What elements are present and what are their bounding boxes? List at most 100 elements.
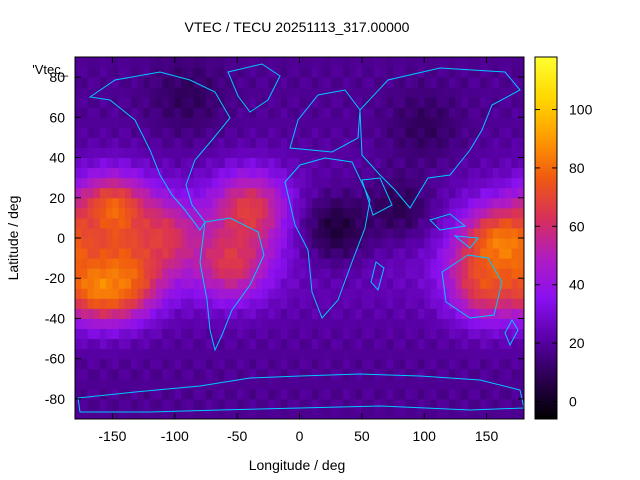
heatmap-cell [430, 187, 438, 199]
heatmap-cell [243, 378, 251, 390]
heatmap-cell [293, 117, 300, 128]
heatmap-cell [368, 87, 375, 98]
heatmap-cell [81, 207, 88, 219]
heatmap-cell [511, 408, 519, 420]
heatmap-cell [287, 167, 294, 179]
heatmap-cell [474, 197, 481, 209]
heatmap-cell [293, 348, 300, 360]
heatmap-cell [467, 268, 475, 279]
heatmap-cell [311, 117, 319, 128]
heatmap-cell [299, 197, 307, 209]
heatmap-cell [181, 157, 188, 169]
heatmap-cell [467, 157, 475, 169]
heatmap-cell [411, 278, 419, 289]
heatmap-cell [417, 87, 425, 98]
heatmap-cell [386, 288, 394, 299]
heatmap-cell [361, 227, 369, 239]
heatmap-cell [368, 187, 375, 199]
heatmap-cell [168, 137, 176, 148]
heatmap-cell [112, 268, 120, 279]
heatmap-cell [442, 167, 450, 179]
heatmap-cell [436, 167, 444, 179]
heatmap-cell [187, 207, 194, 219]
heatmap-cell [243, 308, 251, 319]
heatmap-cell [218, 127, 226, 138]
heatmap-cell [99, 207, 107, 219]
heatmap-cell [268, 318, 276, 329]
heatmap-cell [499, 197, 506, 209]
heatmap-cell [193, 167, 201, 179]
heatmap-cell [268, 328, 276, 340]
heatmap-cell [149, 268, 157, 279]
heatmap-cell [486, 177, 494, 189]
heatmap-cell [224, 388, 232, 400]
heatmap-cell [87, 398, 95, 410]
heatmap-cell [168, 57, 176, 68]
heatmap-cell [149, 308, 157, 319]
heatmap-cell [262, 378, 269, 390]
heatmap-cell [224, 308, 232, 319]
heatmap-cell [162, 87, 170, 98]
heatmap-cell [393, 227, 400, 239]
heatmap-cell [474, 338, 481, 350]
heatmap-cell [330, 368, 338, 380]
heatmap-cell [162, 258, 170, 269]
heatmap-cell [374, 288, 382, 299]
heatmap-cell [430, 278, 438, 289]
heatmap-cell [262, 298, 269, 309]
heatmap-cell [430, 238, 438, 249]
heatmap-cell [193, 107, 201, 118]
heatmap-cell [212, 368, 219, 380]
heatmap-cell [480, 77, 488, 88]
heatmap-cell [336, 308, 344, 319]
heatmap-cell [274, 67, 282, 78]
heatmap-cell [455, 217, 463, 229]
heatmap-cell [318, 187, 325, 199]
heatmap-cell [112, 167, 120, 179]
heatmap-cell [361, 187, 369, 199]
heatmap-cell [380, 308, 388, 319]
heatmap-cell [424, 358, 431, 370]
heatmap-cell [87, 408, 95, 420]
heatmap-cell [118, 338, 126, 350]
heatmap-cell [399, 378, 407, 390]
heatmap-cell [411, 227, 419, 239]
heatmap-cell [168, 197, 176, 209]
heatmap-cell [293, 248, 300, 259]
heatmap-cell [492, 328, 500, 340]
heatmap-cell [93, 137, 101, 148]
heatmap-cell [368, 348, 375, 360]
heatmap-cell [174, 388, 182, 400]
heatmap-cell [249, 328, 257, 340]
heatmap-cell [411, 107, 419, 118]
heatmap-cell [461, 227, 469, 239]
heatmap-cell [181, 77, 188, 88]
heatmap-cell [318, 157, 325, 169]
heatmap-cell [87, 238, 95, 249]
heatmap-cell [467, 248, 475, 259]
coastline-overlay [77, 63, 525, 413]
heatmap-cell [280, 278, 288, 289]
heatmap-cell [486, 187, 494, 199]
heatmap-cell [218, 268, 226, 279]
heatmap-cell [118, 207, 126, 219]
heatmap-cell [417, 187, 425, 199]
heatmap-cell [118, 67, 126, 78]
heatmap-cell [424, 378, 431, 390]
heatmap-cell [99, 238, 107, 249]
heatmap-cell [299, 187, 307, 199]
heatmap-cell [218, 318, 226, 329]
heatmap-cell [268, 147, 276, 159]
heatmap-cell [106, 248, 113, 259]
heatmap-cell [442, 137, 450, 148]
heatmap-cell [137, 87, 145, 98]
heatmap-cell [399, 358, 407, 370]
heatmap-cell [511, 358, 519, 370]
heatmap-cell [99, 328, 107, 340]
heatmap-cell [243, 107, 251, 118]
heatmap-cell [75, 308, 82, 319]
heatmap-cell [280, 318, 288, 329]
heatmap-cell [268, 408, 276, 420]
heatmap-cell [162, 338, 170, 350]
heatmap-cell [505, 207, 513, 219]
